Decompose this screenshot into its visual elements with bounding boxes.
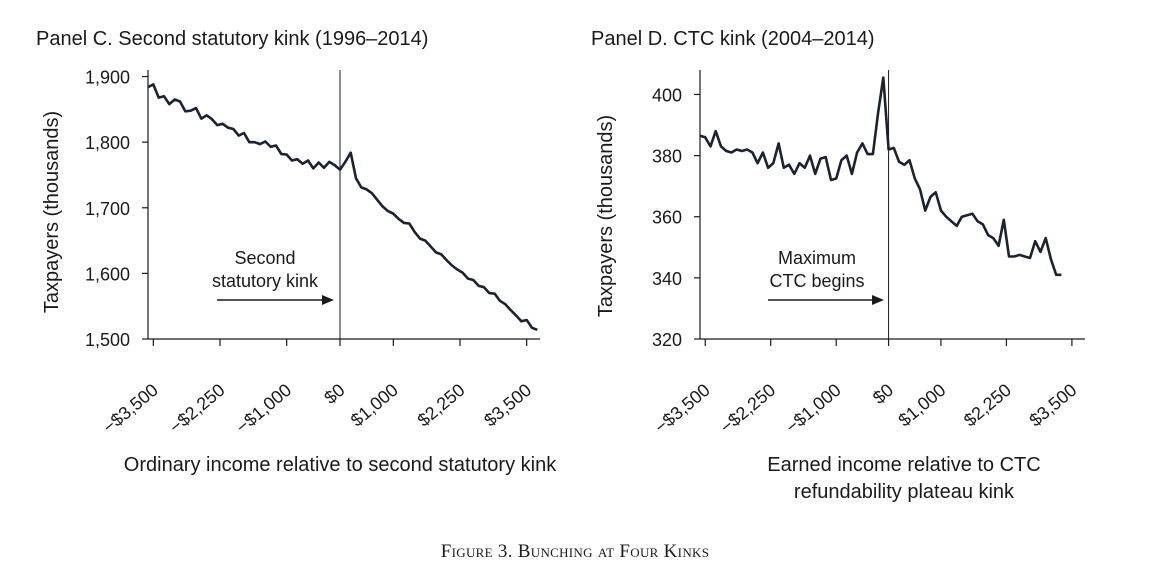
figure-caption: Figure 3. Bunching at Four Kinks: [440, 541, 710, 562]
panel-d-x-tick-label: $0: [869, 380, 897, 408]
panel-d-y-tick-label: 320: [652, 330, 682, 350]
panel-c-x-tick-label: −$2,250: [165, 380, 228, 437]
panel-d-x-tick-label: $3,500: [1025, 380, 1080, 431]
panel-c-ylabel: Taxpayers (thousands): [41, 111, 63, 313]
panel-d: Panel D. CTC kink (2004–2014) Taxpayers …: [591, 28, 1085, 503]
panel-d-xlabel-line2: refundability plateau kink: [794, 481, 1015, 503]
panel-c-y-tick-label: 1,500: [85, 330, 130, 350]
panel-d-ylabel: Taxpayers (thousands): [595, 115, 617, 317]
panel-c-y-tick-label: 1,900: [85, 68, 130, 88]
panel-c-y-tick-label: 1,800: [85, 133, 130, 153]
panel-d-x-tick-label: $1,000: [894, 380, 949, 431]
panel-d-annotation-line1: Maximum: [778, 248, 856, 268]
panel-d-annotation-line2: CTC begins: [769, 271, 864, 291]
panel-d-x-tick-label: $2,250: [960, 380, 1015, 431]
panel-d-y-tick-label: 340: [652, 269, 682, 289]
panel-d-x-tick-label: −$3,500: [651, 380, 714, 437]
panel-c-x-tick-label: $0: [320, 380, 348, 408]
panel-c-x-tick-label: −$3,500: [99, 380, 162, 437]
panel-c-y-tick-label: 1,700: [85, 199, 130, 219]
panel-c-arrow-head: [322, 295, 334, 305]
panel-d-y-tick-label: 400: [652, 85, 682, 105]
panel-c-x-tick-label: $3,500: [480, 380, 535, 431]
panel-d-x-tick-label: −$2,250: [716, 380, 779, 437]
panel-d-x-tick-label: −$1,000: [782, 380, 845, 437]
panel-c-x-tick-label: $2,250: [414, 380, 469, 431]
panel-d-plot: 320 340 360 380 400 −$3,500 −$2,250 −$1,000 $0$1…: [651, 70, 1085, 437]
panel-c-series-line: [147, 83, 538, 332]
panel-c-x-tick-label: $1,000: [347, 380, 402, 431]
panel-d-y-tick-label: 360: [652, 208, 682, 228]
panel-c: Panel C. Second statutory kink (1996–201…: [36, 28, 557, 476]
panel-d-series-line: [699, 76, 1062, 277]
panel-c-annotation-line2: statutory kink: [212, 271, 319, 291]
panel-d-y-tick-label: 380: [652, 147, 682, 167]
panel-d-title: Panel D. CTC kink (2004–2014): [591, 28, 874, 50]
panel-c-y-tick-label: 1,600: [85, 264, 130, 284]
panel-d-xlabel-line1: Earned income relative to CTC: [767, 454, 1040, 476]
panel-c-x-tick-label: −$1,000: [232, 380, 295, 437]
panel-c-xlabel: Ordinary income relative to second statu…: [124, 454, 557, 476]
panel-c-plot: 1,500 1,600 1,700 1,800 1,900 −$3,500 −$2,250−…: [85, 68, 540, 437]
panel-d-arrow-head: [872, 295, 884, 305]
panel-c-annotation-line1: Second: [234, 248, 295, 268]
panel-c-title: Panel C. Second statutory kink (1996–201…: [36, 28, 428, 50]
